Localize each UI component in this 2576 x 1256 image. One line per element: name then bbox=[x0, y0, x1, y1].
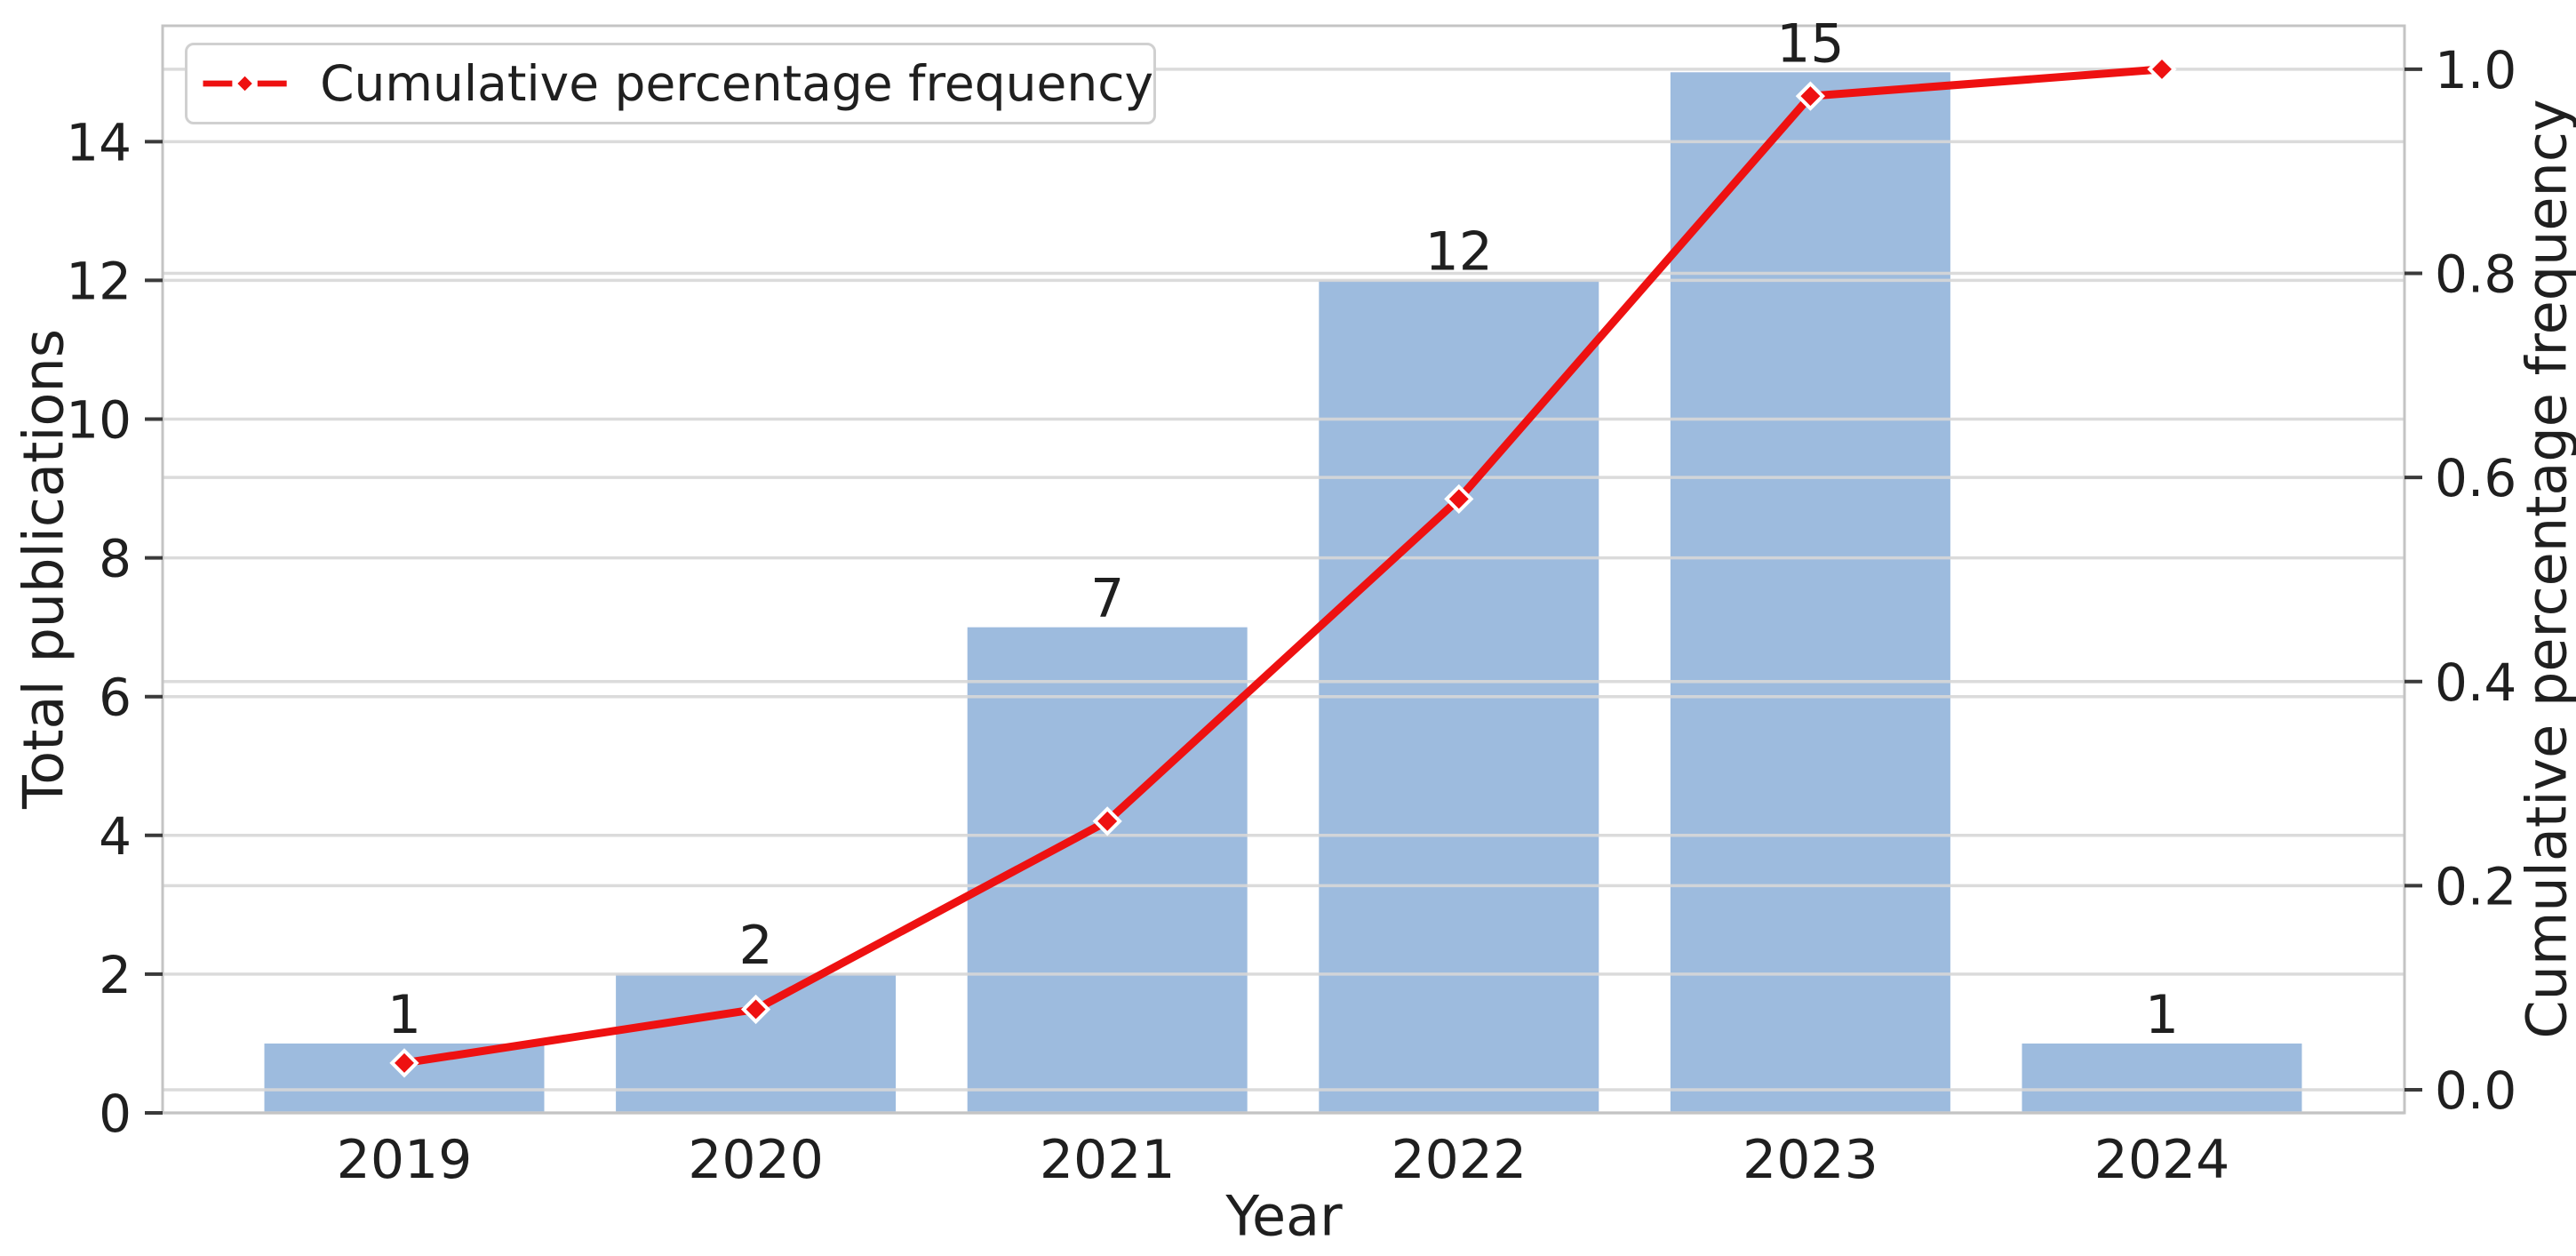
marker-2019 bbox=[389, 1048, 419, 1078]
y-right-tick-label-0.8: 0.8 bbox=[2435, 244, 2516, 305]
y-left-tick-label-2: 2 bbox=[99, 945, 132, 1005]
x-tick-label-2023: 2023 bbox=[1743, 1129, 1878, 1191]
y-right-tick-label-0.6: 0.6 bbox=[2435, 448, 2516, 508]
bar-value-label-2020: 2 bbox=[739, 915, 773, 977]
y-right-tick-label-0.2: 0.2 bbox=[2435, 856, 2516, 916]
bar-value-label-2024: 1 bbox=[2145, 984, 2179, 1046]
legend-line-marker-sample bbox=[203, 73, 287, 94]
y-left-tick-label-8: 8 bbox=[99, 529, 132, 589]
marker-2024 bbox=[2147, 54, 2177, 84]
y-left-tick-label-4: 4 bbox=[99, 806, 132, 867]
bar-value-label-2023: 15 bbox=[1776, 12, 1844, 75]
plot-border bbox=[161, 24, 2406, 1115]
y-left-tick-label-6: 6 bbox=[99, 668, 132, 728]
x-tick-label-2019: 2019 bbox=[337, 1129, 473, 1191]
bars bbox=[264, 72, 2302, 1114]
x-tick-label-2022: 2022 bbox=[1391, 1129, 1527, 1191]
y-right-tick-label-0.0: 0.0 bbox=[2435, 1060, 2516, 1121]
legend-label: Cumulative percentage frequency bbox=[320, 55, 1153, 112]
tick-marks bbox=[145, 67, 2422, 1115]
cumulative-markers bbox=[389, 54, 2177, 1078]
y-right-tick-label-0.4: 0.4 bbox=[2435, 652, 2516, 713]
y-axis-label-left: Total publications bbox=[11, 328, 76, 810]
bar-value-label-2022: 12 bbox=[1425, 220, 1493, 283]
gridlines bbox=[163, 68, 2405, 1115]
marker-2023 bbox=[1795, 81, 1826, 111]
marker-2021 bbox=[1092, 806, 1122, 836]
marker-2022 bbox=[1444, 484, 1474, 515]
y-right-tick-label-1.0: 1.0 bbox=[2435, 40, 2516, 100]
legend-diamond-marker bbox=[234, 73, 256, 94]
y-left-tick-label-10: 10 bbox=[66, 390, 132, 451]
marker-2020 bbox=[740, 994, 771, 1025]
bar-2024 bbox=[2022, 1043, 2302, 1113]
x-axis-label: Year bbox=[1225, 1183, 1343, 1249]
bar-2023 bbox=[1670, 72, 1950, 1114]
legend: Cumulative percentage frequency bbox=[185, 43, 1156, 124]
y-left-tick-label-14: 14 bbox=[66, 112, 132, 172]
y-axis-label-right: Cumulative percentage frequency bbox=[2514, 99, 2576, 1039]
y-left-tick-label-12: 12 bbox=[66, 251, 132, 311]
bar-value-label-2021: 7 bbox=[1090, 568, 1124, 630]
cumulative-line bbox=[400, 65, 2166, 1068]
y-left-tick-label-0: 0 bbox=[99, 1084, 132, 1144]
x-tick-label-2024: 2024 bbox=[2094, 1129, 2230, 1191]
x-tick-label-2021: 2021 bbox=[1040, 1129, 1176, 1191]
x-tick-label-2020: 2020 bbox=[688, 1129, 824, 1191]
bar-value-label-2019: 1 bbox=[387, 984, 421, 1046]
